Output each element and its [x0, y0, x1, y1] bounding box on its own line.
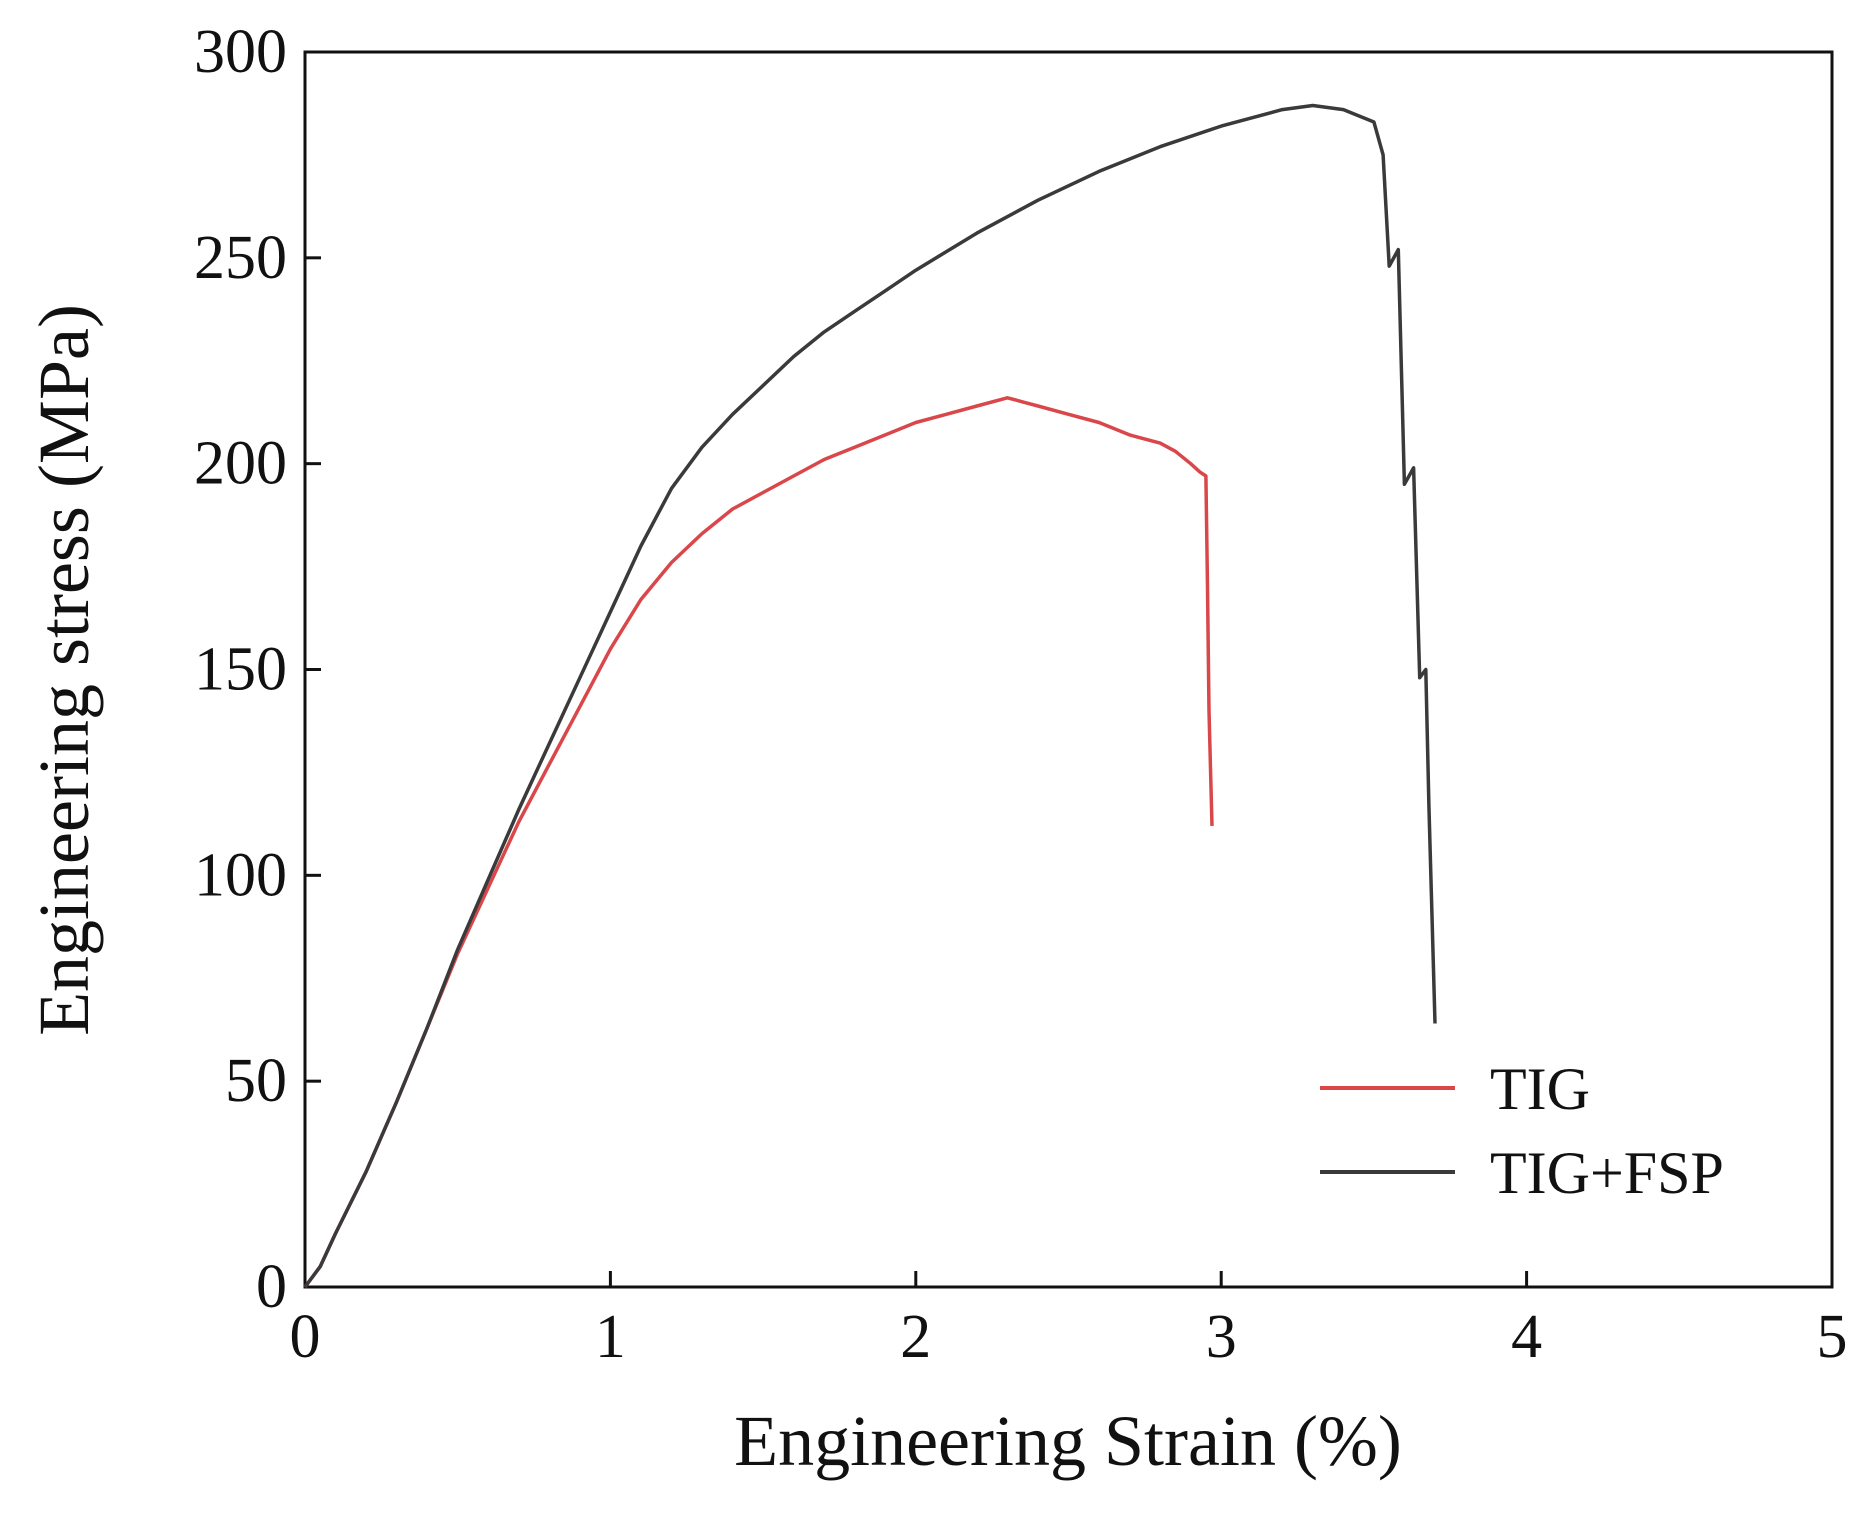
series-layer [303, 103, 1437, 1289]
y-tick-label: 150 [194, 636, 287, 704]
x-tick-label: 1 [595, 1303, 626, 1371]
y-axis: 0 50 100 150 200 250 300 [194, 18, 321, 1321]
y-tick-label: 50 [225, 1047, 287, 1115]
y-axis-title: Engineering stress (MPa) [24, 304, 104, 1036]
x-axis-title: Engineering Strain (%) [734, 1401, 1402, 1481]
x-tick-label: 0 [290, 1303, 321, 1371]
series-line-tig-fsp [303, 103, 1437, 1289]
series-line-tig [303, 396, 1214, 1289]
x-tick-label: 3 [1206, 1303, 1237, 1371]
x-tick-label: 4 [1511, 1303, 1542, 1371]
y-tick-label: 100 [194, 841, 287, 909]
plot-frame [303, 50, 1834, 1289]
legend-label-tig-fsp: TIG+FSP [1490, 1140, 1724, 1206]
y-tick-label: 250 [194, 224, 287, 292]
x-tick-label: 5 [1817, 1303, 1848, 1371]
y-tick-label: 300 [194, 18, 287, 86]
legend-label-tig: TIG [1490, 1056, 1590, 1122]
y-tick-label: 0 [256, 1253, 287, 1321]
x-axis: 0 1 2 3 4 5 [290, 1271, 1848, 1371]
legend: TIG TIG+FSP [1320, 1056, 1724, 1206]
x-tick-label: 2 [900, 1303, 931, 1371]
y-tick-label: 200 [194, 430, 287, 498]
